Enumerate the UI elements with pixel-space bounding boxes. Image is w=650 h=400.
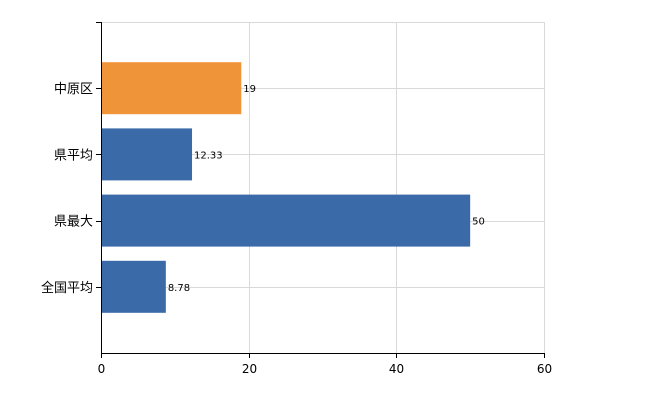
bar <box>101 260 166 313</box>
data-label: 19 <box>243 84 256 95</box>
bar <box>101 128 193 181</box>
category-label: 全国平均 <box>41 280 93 296</box>
x-tick-label: 0 <box>98 362 106 376</box>
bar <box>101 194 471 247</box>
category-label: 中原区 <box>54 82 93 97</box>
data-label: 50 <box>472 217 485 228</box>
axes <box>96 22 545 358</box>
bar-highlighted <box>101 62 242 115</box>
data-label: 12.33 <box>194 150 223 161</box>
x-tick-label: 40 <box>389 362 404 376</box>
category-label: 県最大 <box>54 215 93 230</box>
category-label: 県平均 <box>54 148 93 163</box>
bars <box>101 62 471 313</box>
x-tick-label: 60 <box>537 362 552 376</box>
data-label: 8.78 <box>168 283 190 294</box>
labels: 0 20 40 60 19 中原区 12.33 県平均 50 県最大 8.78 全国平均 <box>41 82 552 376</box>
x-tick-label: 20 <box>242 362 257 376</box>
